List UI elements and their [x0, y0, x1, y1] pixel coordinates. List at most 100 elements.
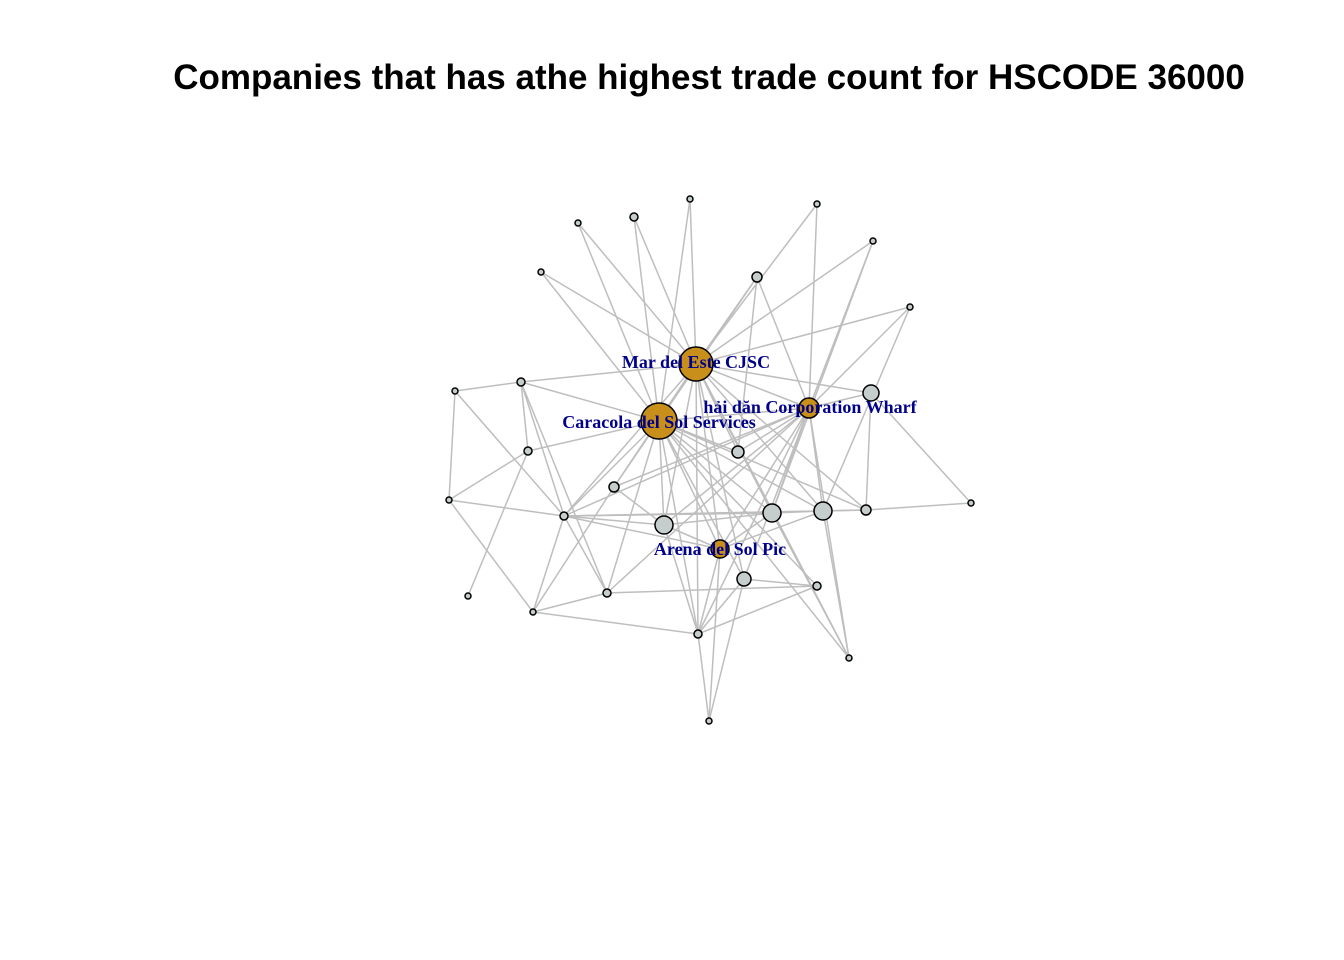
edge	[695, 363, 824, 512]
edge	[663, 512, 773, 526]
company-node	[654, 515, 674, 535]
edge	[633, 216, 660, 422]
company-node	[751, 271, 763, 283]
edge	[658, 198, 691, 422]
company-node-highlighted	[710, 539, 730, 559]
edge	[454, 381, 522, 392]
edge	[695, 363, 872, 394]
edge	[563, 515, 721, 550]
edge	[737, 407, 810, 453]
edge	[658, 276, 758, 422]
company-node	[516, 377, 526, 387]
edge	[663, 407, 810, 526]
edge	[822, 306, 911, 512]
edge	[771, 240, 874, 514]
edge	[467, 450, 529, 597]
company-node	[812, 581, 822, 591]
edge	[577, 222, 660, 422]
edge	[697, 585, 818, 635]
node-label: Mar del Este CJSC	[622, 352, 770, 372]
edge	[540, 271, 660, 422]
edge	[689, 198, 697, 365]
edge	[695, 363, 810, 409]
company-node	[451, 387, 459, 395]
company-node	[629, 212, 639, 222]
edge	[695, 363, 867, 511]
edge	[719, 512, 773, 550]
edge	[743, 407, 810, 580]
edge	[708, 578, 745, 722]
company-node	[906, 303, 914, 311]
edge	[527, 420, 660, 452]
edge	[708, 548, 721, 722]
edge	[719, 510, 824, 550]
edge	[658, 407, 810, 422]
company-node	[559, 511, 569, 521]
edge	[865, 502, 972, 511]
edge	[448, 390, 456, 501]
company-node	[762, 503, 782, 523]
edge	[613, 486, 665, 526]
edge	[695, 306, 911, 365]
edge	[865, 392, 872, 511]
edge	[448, 450, 529, 501]
nodes-layer	[445, 195, 975, 725]
edges-layer	[448, 198, 972, 722]
company-node	[445, 496, 453, 504]
company-node	[813, 501, 833, 521]
company-node-highlighted	[678, 346, 714, 382]
edge	[520, 381, 660, 422]
edge	[532, 515, 565, 613]
company-node	[731, 445, 745, 459]
edge	[808, 306, 911, 409]
edge	[658, 420, 721, 550]
edge	[448, 499, 565, 517]
edge	[563, 515, 665, 526]
edge	[658, 420, 867, 511]
company-node	[869, 237, 877, 245]
edge	[606, 585, 818, 594]
edge	[613, 407, 810, 488]
edge	[532, 592, 608, 613]
edge	[520, 381, 608, 594]
edge	[658, 420, 824, 512]
edge	[808, 203, 818, 409]
labels-layer: Mar del Este CJSC Caracola del Sol Servic…	[562, 352, 917, 559]
edge	[658, 420, 745, 580]
edge	[756, 276, 810, 409]
edge	[577, 222, 697, 365]
edge	[870, 392, 972, 504]
company-node	[813, 200, 821, 208]
edge	[532, 611, 699, 635]
edge	[695, 240, 874, 365]
edge	[606, 420, 660, 594]
edge	[743, 578, 818, 587]
edge	[663, 524, 699, 635]
node-label: Arena del Sol Pic	[654, 539, 786, 559]
company-node	[693, 629, 703, 639]
edge	[563, 420, 660, 517]
edge	[697, 548, 721, 635]
edge	[697, 633, 710, 722]
company-node	[862, 384, 880, 402]
edge	[563, 407, 810, 517]
edge	[719, 407, 810, 550]
company-node	[608, 481, 620, 493]
edge	[540, 271, 697, 365]
company-node	[686, 195, 694, 203]
company-node-highlighted	[798, 397, 820, 419]
company-node	[967, 499, 975, 507]
company-node-highlighted	[640, 402, 678, 440]
edge	[532, 486, 615, 613]
node-label: hải dăn Corporation Wharf	[703, 397, 917, 417]
edge	[695, 363, 721, 550]
edge	[663, 363, 697, 526]
edge	[563, 363, 697, 517]
company-node	[845, 654, 853, 662]
edge	[633, 216, 697, 365]
edge	[737, 276, 758, 453]
company-node	[736, 571, 752, 587]
company-node	[529, 608, 537, 616]
company-node	[860, 504, 872, 516]
company-node	[464, 592, 472, 600]
